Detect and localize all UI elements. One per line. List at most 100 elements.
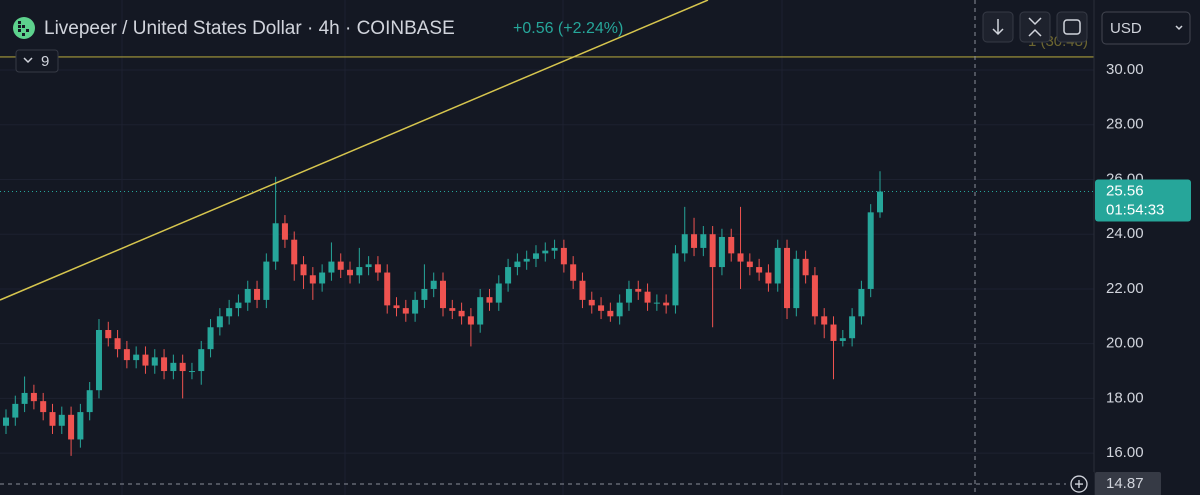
candle-body — [653, 302, 660, 304]
candle-body — [821, 316, 828, 325]
y-tick-label: 30.00 — [1106, 61, 1144, 78]
candle-body — [691, 234, 698, 248]
candle-body — [635, 288, 642, 292]
candle-body — [830, 324, 837, 341]
candle-body — [839, 338, 846, 341]
indicators-toggle[interactable] — [15, 49, 59, 73]
candle-body — [207, 327, 214, 350]
candle-body — [588, 299, 595, 306]
candle-body — [598, 305, 605, 311]
candle-body — [133, 354, 140, 361]
candle-body — [21, 392, 28, 404]
candle-body — [663, 302, 670, 306]
fullscreen-button[interactable] — [1056, 11, 1088, 43]
candle-body — [105, 330, 112, 339]
candle-body — [402, 308, 409, 314]
candle-body — [700, 234, 707, 248]
candle-body — [458, 310, 465, 317]
candle-body — [347, 269, 354, 276]
candle-body — [198, 349, 205, 372]
currency-select[interactable] — [1101, 11, 1191, 45]
candle-body — [532, 253, 539, 259]
candle-body — [579, 280, 586, 300]
candle-body — [151, 357, 158, 366]
candle-body — [802, 258, 809, 276]
y-tick-label: 18.00 — [1106, 389, 1144, 406]
candle-body — [784, 247, 791, 309]
candle-body — [737, 253, 744, 262]
y-tick-label: 28.00 — [1106, 116, 1144, 133]
candle-body — [616, 302, 623, 317]
candle-body — [746, 261, 753, 268]
candle-body — [226, 308, 233, 317]
toolbar: Livepeer / United States Dollar · 4h · C… — [13, 11, 1191, 73]
y-tick-label: 20.00 — [1106, 335, 1144, 352]
candle-body — [877, 191, 883, 213]
candle-body — [681, 234, 688, 254]
candle-body — [3, 417, 9, 426]
candle-body — [235, 302, 242, 309]
dropdown-icon — [1175, 25, 1183, 31]
candle-body — [328, 261, 335, 273]
candle-body — [625, 288, 632, 303]
candle-body — [161, 357, 168, 372]
candle-body — [774, 247, 781, 284]
candle-body — [728, 236, 735, 254]
arrow-icon — [992, 19, 1004, 36]
candle-body — [607, 310, 614, 317]
candle-body — [244, 288, 251, 303]
candle-body — [40, 401, 47, 413]
candle-body — [477, 297, 484, 325]
trend-line — [0, 0, 709, 301]
candle-body — [560, 247, 567, 265]
candle-body — [337, 261, 344, 270]
candle-body — [542, 250, 549, 254]
y-tick-label: 22.00 — [1106, 280, 1144, 297]
candle-body — [449, 308, 456, 311]
candle-body — [393, 305, 400, 309]
candle-body — [551, 247, 558, 251]
candle-body — [272, 223, 279, 262]
fullscreen-icon — [1063, 19, 1081, 35]
candle-body — [95, 330, 102, 391]
candle-body — [68, 414, 75, 440]
crosshair-price-box — [1095, 472, 1161, 495]
add-icon-plus — [1075, 480, 1083, 489]
candle-body — [319, 272, 326, 284]
candle-body — [30, 392, 37, 402]
candle-body — [523, 258, 530, 262]
candle-body — [114, 338, 121, 350]
logo-mark — [18, 21, 29, 36]
currency: USD — [1110, 20, 1142, 37]
y-tick-label: 16.00 — [1106, 444, 1144, 461]
candle-body — [216, 316, 223, 328]
candle-body — [365, 264, 372, 268]
candle-body — [793, 258, 800, 309]
candle-body — [281, 223, 288, 240]
add-icon — [1070, 475, 1088, 493]
candle-body — [356, 267, 363, 276]
indicators-count: 9 — [41, 53, 49, 70]
candle-body — [86, 390, 93, 413]
candle-body — [142, 354, 149, 366]
candle-body — [514, 261, 521, 268]
collapse-button[interactable] — [1019, 11, 1051, 43]
candle-body — [374, 264, 381, 273]
candle-body — [849, 316, 856, 339]
price-change: +0.56 (+2.24%) — [513, 20, 623, 37]
candle-body — [77, 412, 84, 440]
candle-body — [254, 288, 261, 300]
candle-body — [672, 253, 679, 306]
crosshair-price-label: 14.87 — [1106, 475, 1144, 492]
candle-body — [867, 212, 874, 289]
candle-body — [756, 267, 763, 273]
candle-body — [300, 264, 307, 276]
price-labels: 16.0018.0020.0022.0024.0026.0028.0030.00… — [1066, 61, 1191, 495]
candle-body — [858, 288, 865, 317]
candle-body — [291, 239, 298, 265]
y-tick-label: 24.00 — [1106, 225, 1144, 242]
candle-body — [384, 272, 391, 306]
candle-body — [263, 261, 270, 300]
